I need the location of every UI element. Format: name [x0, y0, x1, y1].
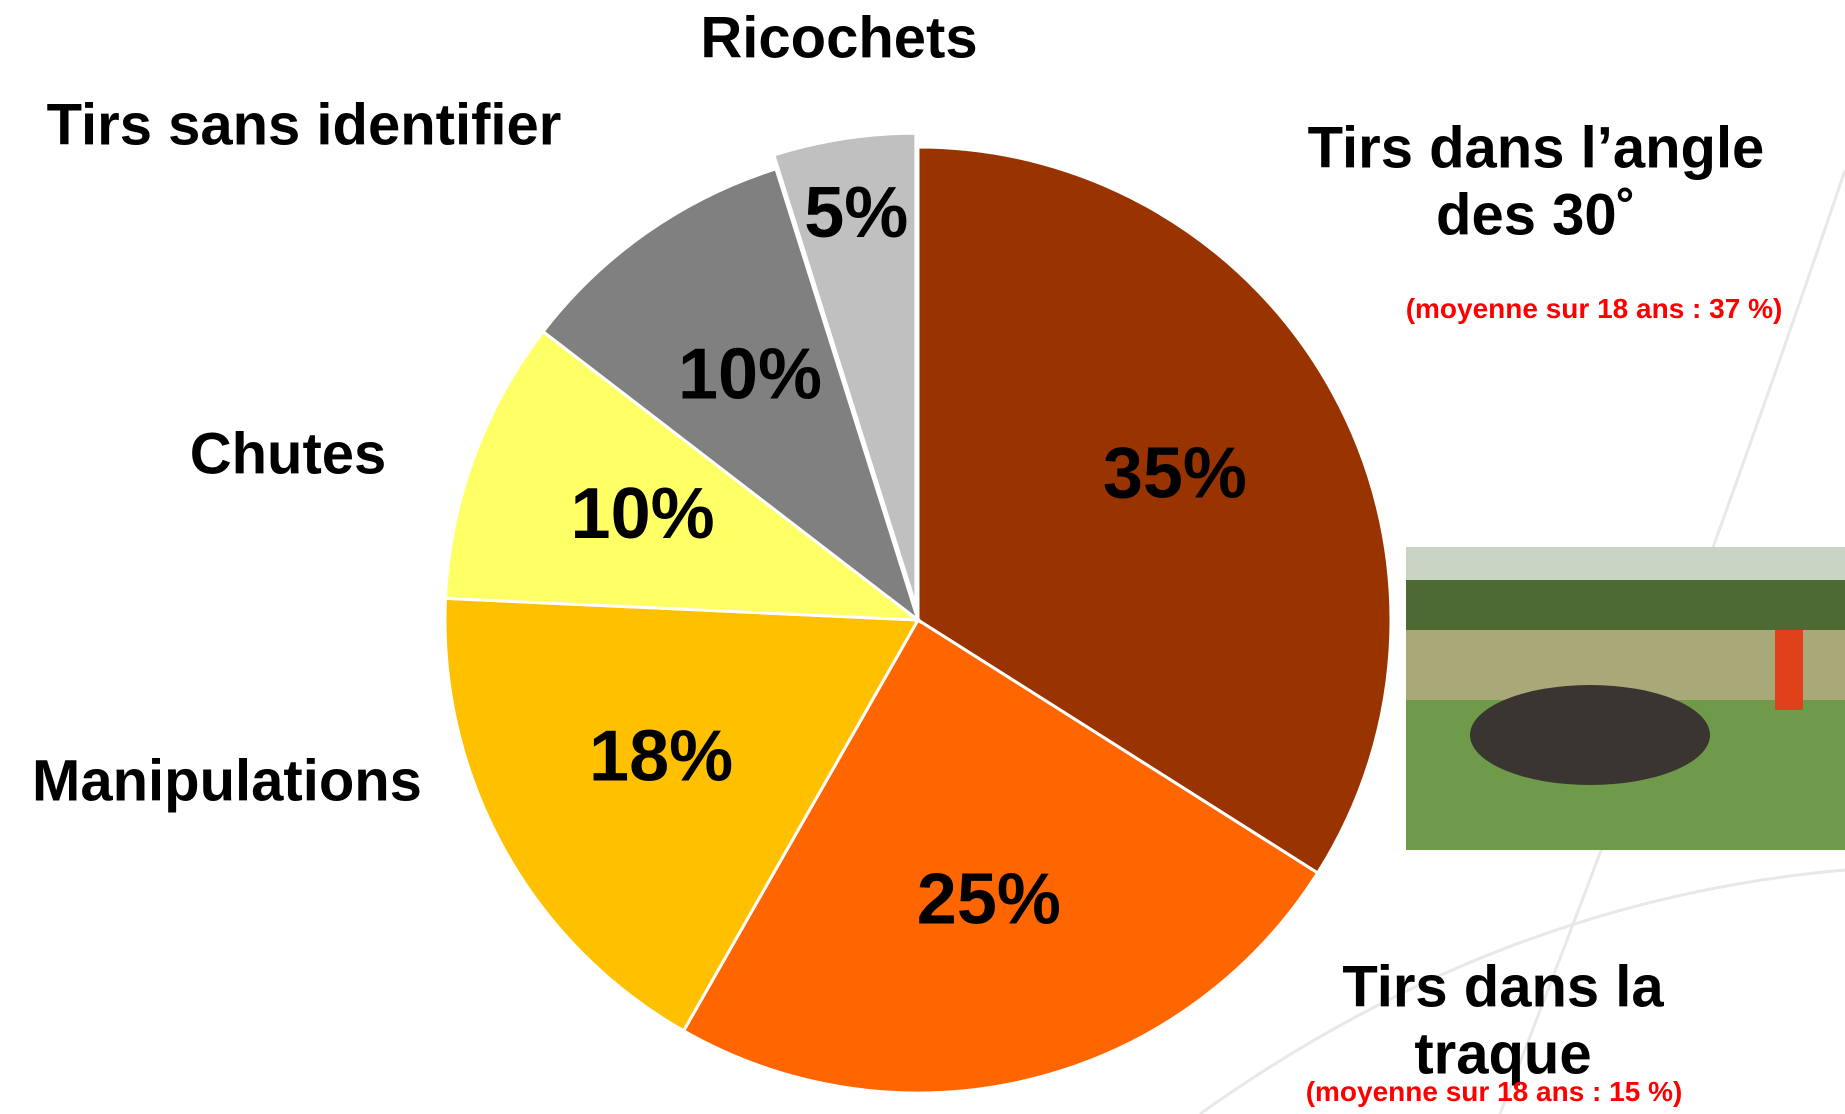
pie: 35% 25% 18% 10% 10% 5% [443, 131, 1393, 1095]
value-label: 35% [1103, 434, 1247, 514]
value-label: 25% [917, 860, 1061, 940]
value-label: 10% [678, 335, 822, 415]
pie-slice [681, 617, 1320, 1095]
category-label: Tirs dans l’angle des 30˚ [1307, 115, 1765, 247]
category-label: Tirs sans identifier [46, 92, 562, 158]
pie-slice [541, 166, 921, 625]
value-label: 10% [571, 474, 715, 554]
pie-slice [443, 596, 921, 1033]
annotation: (moyenne sur 18 ans : 15 %) [1305, 1076, 1683, 1107]
annotation: (moyenne sur 18 ans : 37 %) [1405, 293, 1783, 324]
category-label: Ricochets [700, 5, 978, 71]
category-label: Chutes [189, 421, 387, 487]
pie-slice [443, 329, 923, 622]
pie-slice [916, 145, 1393, 876]
pie-slice [771, 131, 918, 607]
value-label: 5% [804, 173, 908, 253]
value-label: 18% [589, 716, 733, 796]
category-label: Manipulations [32, 748, 422, 814]
category-label: Tirs dans la traque [1342, 954, 1664, 1086]
photo [1406, 547, 1845, 850]
